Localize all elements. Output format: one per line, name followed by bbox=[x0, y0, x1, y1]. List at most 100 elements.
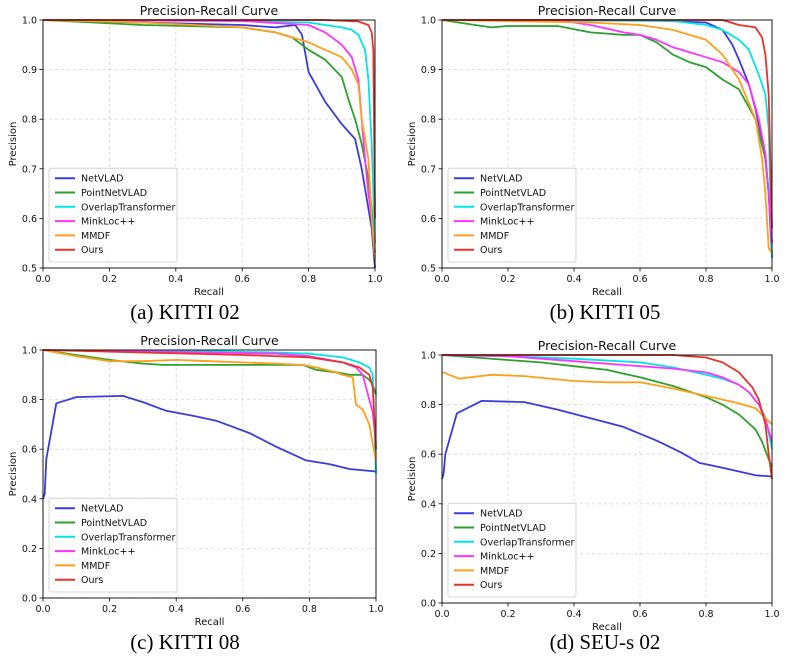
x-tick-label: 1.0 bbox=[764, 609, 779, 620]
y-tick-label: 0.8 bbox=[421, 400, 436, 411]
chart-panel-2: Precision-Recall Curve 0.0 0.2 0.4 0.6 0.8 1.0… bbox=[407, 3, 780, 298]
panel-caption: (d) SEU-s 02 bbox=[549, 630, 661, 654]
y-tick-label: 0.9 bbox=[22, 65, 37, 76]
series-line-minklocplusplus bbox=[441, 354, 773, 443]
legend-label: NetVLAD bbox=[81, 504, 124, 515]
x-tick-label: 1.0 bbox=[764, 274, 779, 285]
y-tick-label: 0.6 bbox=[22, 214, 37, 225]
legend-label: Ours bbox=[81, 245, 103, 256]
plot-frame bbox=[441, 19, 773, 269]
x-tick-label: 0.4 bbox=[169, 604, 184, 615]
x-tick-label: 0.4 bbox=[168, 274, 183, 285]
series-line-mmdf bbox=[42, 349, 377, 462]
chart-title: Precision-Recall Curve bbox=[538, 338, 677, 353]
y-tick-label: 0.0 bbox=[22, 594, 37, 605]
legend-label: Ours bbox=[480, 580, 502, 591]
x-tick-label: 0.0 bbox=[35, 274, 50, 285]
x-tick-label: 0.2 bbox=[102, 274, 117, 285]
x-tick-label: 0.8 bbox=[698, 609, 713, 620]
legend-label: Ours bbox=[480, 245, 502, 256]
x-tick-label: 0.6 bbox=[632, 609, 647, 620]
x-tick-label: 0.0 bbox=[434, 609, 449, 620]
x-tick-label: 0.8 bbox=[301, 274, 316, 285]
series-line-pointnetvlad bbox=[42, 349, 377, 395]
y-axis-label: Precision bbox=[8, 452, 19, 497]
legend-label: OverlapTransformer bbox=[480, 537, 574, 548]
y-tick-label: 0.6 bbox=[22, 445, 37, 456]
x-tick-label: 0.2 bbox=[500, 274, 515, 285]
legend-box bbox=[447, 167, 577, 263]
legend-label: MMDF bbox=[480, 231, 509, 242]
legend-label: MinkLoc++ bbox=[81, 547, 135, 558]
x-tick-label: 0.8 bbox=[698, 274, 713, 285]
y-tick-label: 0.5 bbox=[22, 264, 37, 275]
legend-label: PointNetVLAD bbox=[480, 523, 546, 534]
series-line-mmdf bbox=[442, 371, 773, 426]
series-line-ours bbox=[442, 354, 773, 480]
plot-frame bbox=[42, 349, 377, 599]
series-line-overlaptransformer bbox=[42, 349, 377, 475]
chart-panel-1: Precision-Recall Curve 0.0 0.2 0.4 0.6 0.8 1.0… bbox=[8, 3, 383, 298]
y-axis-label: Precision bbox=[407, 122, 418, 167]
series-line-ours bbox=[42, 349, 377, 450]
y-axis-label: Precision bbox=[407, 457, 418, 502]
y-tick-label: 0.8 bbox=[22, 395, 37, 406]
x-tick-label: 0.2 bbox=[102, 604, 117, 615]
x-tick-label: 0.0 bbox=[434, 274, 449, 285]
legend-box bbox=[447, 502, 577, 598]
y-tick-label: 0.4 bbox=[421, 499, 436, 510]
plot-frame bbox=[441, 354, 773, 604]
y-tick-label: 0.9 bbox=[421, 65, 436, 76]
y-tick-label: 0.2 bbox=[22, 544, 37, 555]
series-line-overlaptransformer bbox=[42, 19, 376, 244]
y-tick-label: 0.6 bbox=[421, 214, 436, 225]
series-line-minklocplusplus bbox=[42, 349, 377, 445]
y-tick-label: 1.0 bbox=[22, 16, 37, 27]
y-tick-label: 0.8 bbox=[421, 115, 436, 126]
legend-box bbox=[48, 497, 178, 593]
y-tick-label: 0.2 bbox=[421, 549, 436, 560]
series-line-mmdf bbox=[42, 19, 376, 259]
y-tick-label: 0.8 bbox=[22, 115, 37, 126]
y-tick-label: 0.4 bbox=[22, 494, 37, 505]
y-tick-label: 0.7 bbox=[22, 164, 37, 175]
y-tick-label: 1.0 bbox=[421, 351, 436, 362]
legend-label: NetVLAD bbox=[480, 509, 523, 520]
series-line-minklocplusplus bbox=[442, 19, 773, 244]
chart-panel-4: Precision-Recall Curve 0.0 0.2 0.4 0.6 0.8 1.0… bbox=[407, 338, 780, 633]
legend-label: PointNetVLAD bbox=[81, 188, 147, 199]
plot-frame bbox=[42, 19, 376, 269]
legend-label: PointNetVLAD bbox=[480, 188, 546, 199]
y-tick-label: 1.0 bbox=[22, 346, 37, 357]
legend-label: OverlapTransformer bbox=[480, 202, 574, 213]
series-line-netvlad bbox=[42, 395, 377, 500]
x-axis-label: Recall bbox=[194, 287, 224, 298]
chart-title: Precision-Recall Curve bbox=[140, 3, 279, 18]
legend-label: MinkLoc++ bbox=[81, 217, 135, 228]
x-tick-label: 0.8 bbox=[302, 604, 317, 615]
series-line-minklocplusplus bbox=[42, 19, 376, 254]
x-axis-label: Recall bbox=[592, 622, 622, 633]
y-tick-label: 0.5 bbox=[421, 264, 436, 275]
x-tick-label: 1.0 bbox=[367, 274, 382, 285]
chart-panel-3: Precision-Recall Curve 0.0 0.2 0.4 0.6 0.8 1.0… bbox=[8, 333, 384, 628]
legend-label: MMDF bbox=[480, 566, 509, 577]
x-tick-label: 0.0 bbox=[35, 604, 50, 615]
y-tick-label: 0.6 bbox=[421, 450, 436, 461]
series-line-mmdf bbox=[441, 19, 773, 254]
legend-label: MinkLoc++ bbox=[480, 217, 534, 228]
series-line-ours bbox=[442, 19, 773, 229]
legend-label: NetVLAD bbox=[81, 174, 124, 185]
y-tick-label: 1.0 bbox=[421, 16, 436, 27]
x-axis-label: Recall bbox=[592, 287, 622, 298]
series-line-netvlad bbox=[441, 400, 773, 480]
series-line-netvlad bbox=[42, 19, 376, 269]
legend-label: MinkLoc++ bbox=[480, 552, 534, 563]
x-tick-label: 0.4 bbox=[566, 609, 581, 620]
x-tick-label: 1.0 bbox=[368, 604, 383, 615]
legend-label: PointNetVLAD bbox=[81, 518, 147, 529]
x-tick-label: 0.6 bbox=[235, 604, 250, 615]
legend-label: MMDF bbox=[81, 231, 110, 242]
x-tick-label: 0.6 bbox=[235, 274, 250, 285]
series-line-pointnetvlad bbox=[441, 354, 773, 467]
